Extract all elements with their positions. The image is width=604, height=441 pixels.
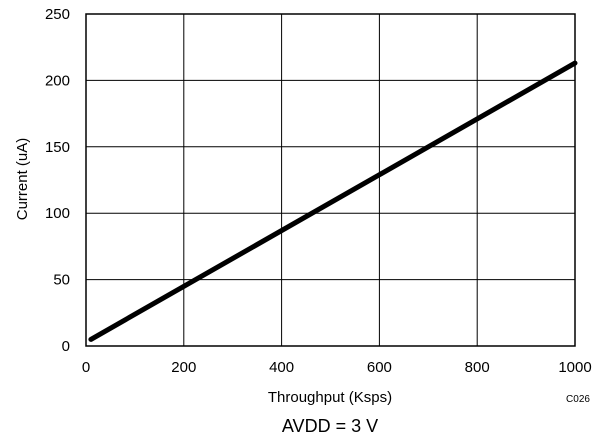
x-axis-title: Throughput (Ksps) [268, 389, 392, 406]
y-axis-title: Current (uA) [14, 138, 31, 221]
plot-area [85, 13, 576, 347]
y-tick-label: 250 [45, 6, 70, 23]
y-tick-label: 200 [45, 72, 70, 89]
x-tick-label: 200 [171, 359, 196, 376]
x-axis-ticks: 0 200 400 600 800 1000 [82, 359, 592, 376]
series-line [88, 60, 578, 342]
figure-code: C026 [566, 394, 590, 405]
y-tick-label: 0 [62, 338, 70, 355]
x-tick-label: 400 [269, 359, 294, 376]
x-tick-label: 0 [82, 359, 90, 376]
x-tick-label: 800 [465, 359, 490, 376]
y-tick-label: 150 [45, 139, 70, 156]
y-tick-label: 100 [45, 205, 70, 222]
grid [86, 14, 575, 346]
x-tick-label: 600 [367, 359, 392, 376]
x-tick-label: 1000 [558, 359, 591, 376]
caption: AVDD = 3 V [282, 416, 378, 436]
y-tick-label: 50 [53, 272, 70, 289]
y-axis-ticks: 0 50 100 150 200 250 [45, 6, 70, 355]
series [88, 60, 578, 342]
